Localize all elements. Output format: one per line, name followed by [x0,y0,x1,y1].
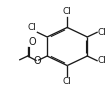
Text: O: O [28,37,36,47]
Text: Cl: Cl [97,28,106,37]
Text: O: O [33,56,41,66]
Text: Cl: Cl [97,56,106,65]
Text: Cl: Cl [62,77,71,86]
Text: Cl: Cl [62,7,71,16]
Text: Cl: Cl [27,23,36,32]
